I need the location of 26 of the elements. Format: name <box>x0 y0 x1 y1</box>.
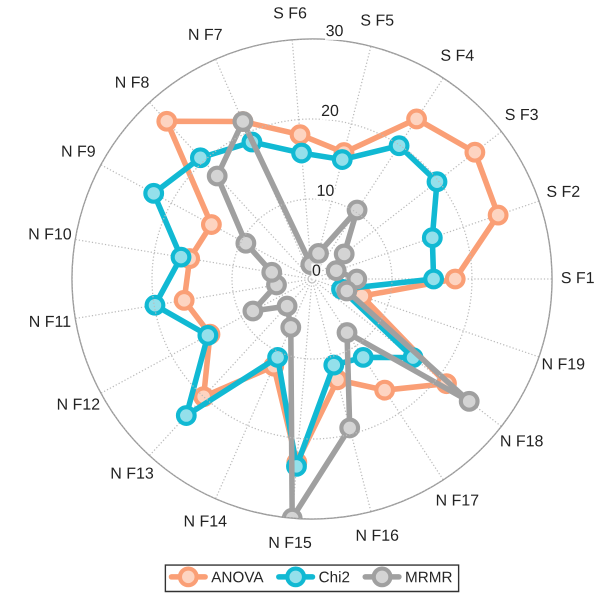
spoke-label: N F10 <box>29 228 72 240</box>
spoke-label: S F1 <box>562 272 594 284</box>
spoke-label: N F18 <box>501 435 543 446</box>
legend-label: ANOVA <box>211 572 264 582</box>
y-tick-label: 30 <box>326 24 343 36</box>
spoke-label: N F11 <box>30 316 70 327</box>
spoke-label: N F13 <box>112 467 154 479</box>
spoke-label: S F5 <box>361 14 394 26</box>
spoke-label: N F12 <box>58 398 100 410</box>
spoke-label: N F17 <box>436 494 478 506</box>
y-tick-label: 20 <box>322 104 338 116</box>
spoke-label: N F15 <box>270 536 312 548</box>
spoke-label: S F2 <box>547 186 580 198</box>
spoke-label: N F14 <box>184 515 227 526</box>
y-tick-label: 10 <box>318 184 334 196</box>
spoke-label: N F16 <box>356 530 398 541</box>
legend-label: MRMR <box>406 572 452 582</box>
legend-label: Chi2 <box>319 571 350 582</box>
spoke-label: S F3 <box>506 108 538 120</box>
y-tick-label: 0 <box>312 264 320 276</box>
spoke-label: S F4 <box>441 50 474 61</box>
spoke-label: N F8 <box>116 76 149 88</box>
spoke-label: N F7 <box>189 28 222 40</box>
spoke-label: S F6 <box>274 7 306 18</box>
spoke-label: N F19 <box>542 358 584 370</box>
spoke-label: N F9 <box>62 146 95 157</box>
